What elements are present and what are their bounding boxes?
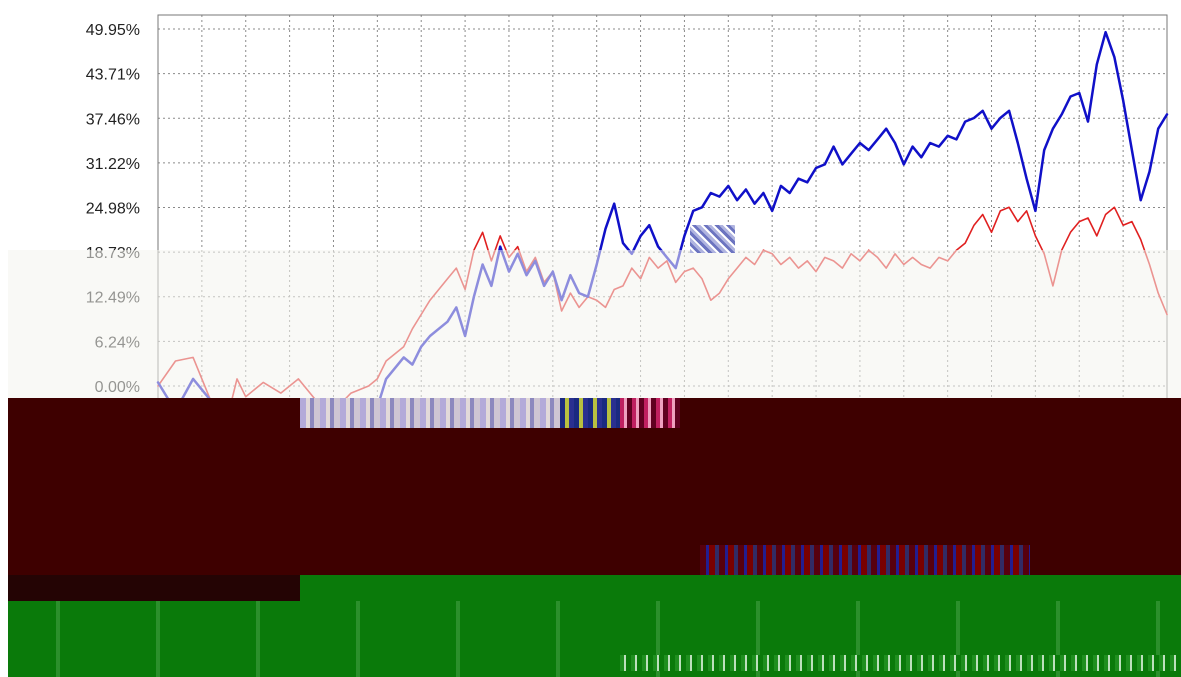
- y-tick-label: 31.22%: [86, 156, 140, 173]
- glitch-pixel-strip: [620, 398, 680, 428]
- glitch-block: [690, 225, 735, 253]
- y-tick-label: 6.24%: [95, 334, 140, 351]
- glitch-green-strip: [620, 655, 1181, 671]
- glitch-pixel-strip: [300, 398, 560, 428]
- y-tick-label: 24.98%: [86, 200, 140, 217]
- y-tick-label: 0.00%: [95, 379, 140, 396]
- glitch-dark-region: [8, 575, 300, 601]
- glitch-pixel-strip: [700, 545, 1030, 575]
- y-tick-label: 12.49%: [86, 290, 140, 307]
- y-tick-label: 43.71%: [86, 67, 140, 84]
- series-lines: [156, 30, 1169, 463]
- y-tick-label: 49.95%: [86, 22, 140, 39]
- y-axis-ticks: 49.95% 43.71% 37.46% 31.22% 24.98% 18.73% 12.4…: [86, 22, 140, 441]
- y-tick-label: 37.46%: [86, 111, 140, 128]
- series-line-red: [157, 206, 1168, 416]
- series-line-blue: [156, 30, 1169, 463]
- y-tick-label: 18.73%: [86, 245, 140, 262]
- glitch-pixel-strip: [560, 398, 620, 428]
